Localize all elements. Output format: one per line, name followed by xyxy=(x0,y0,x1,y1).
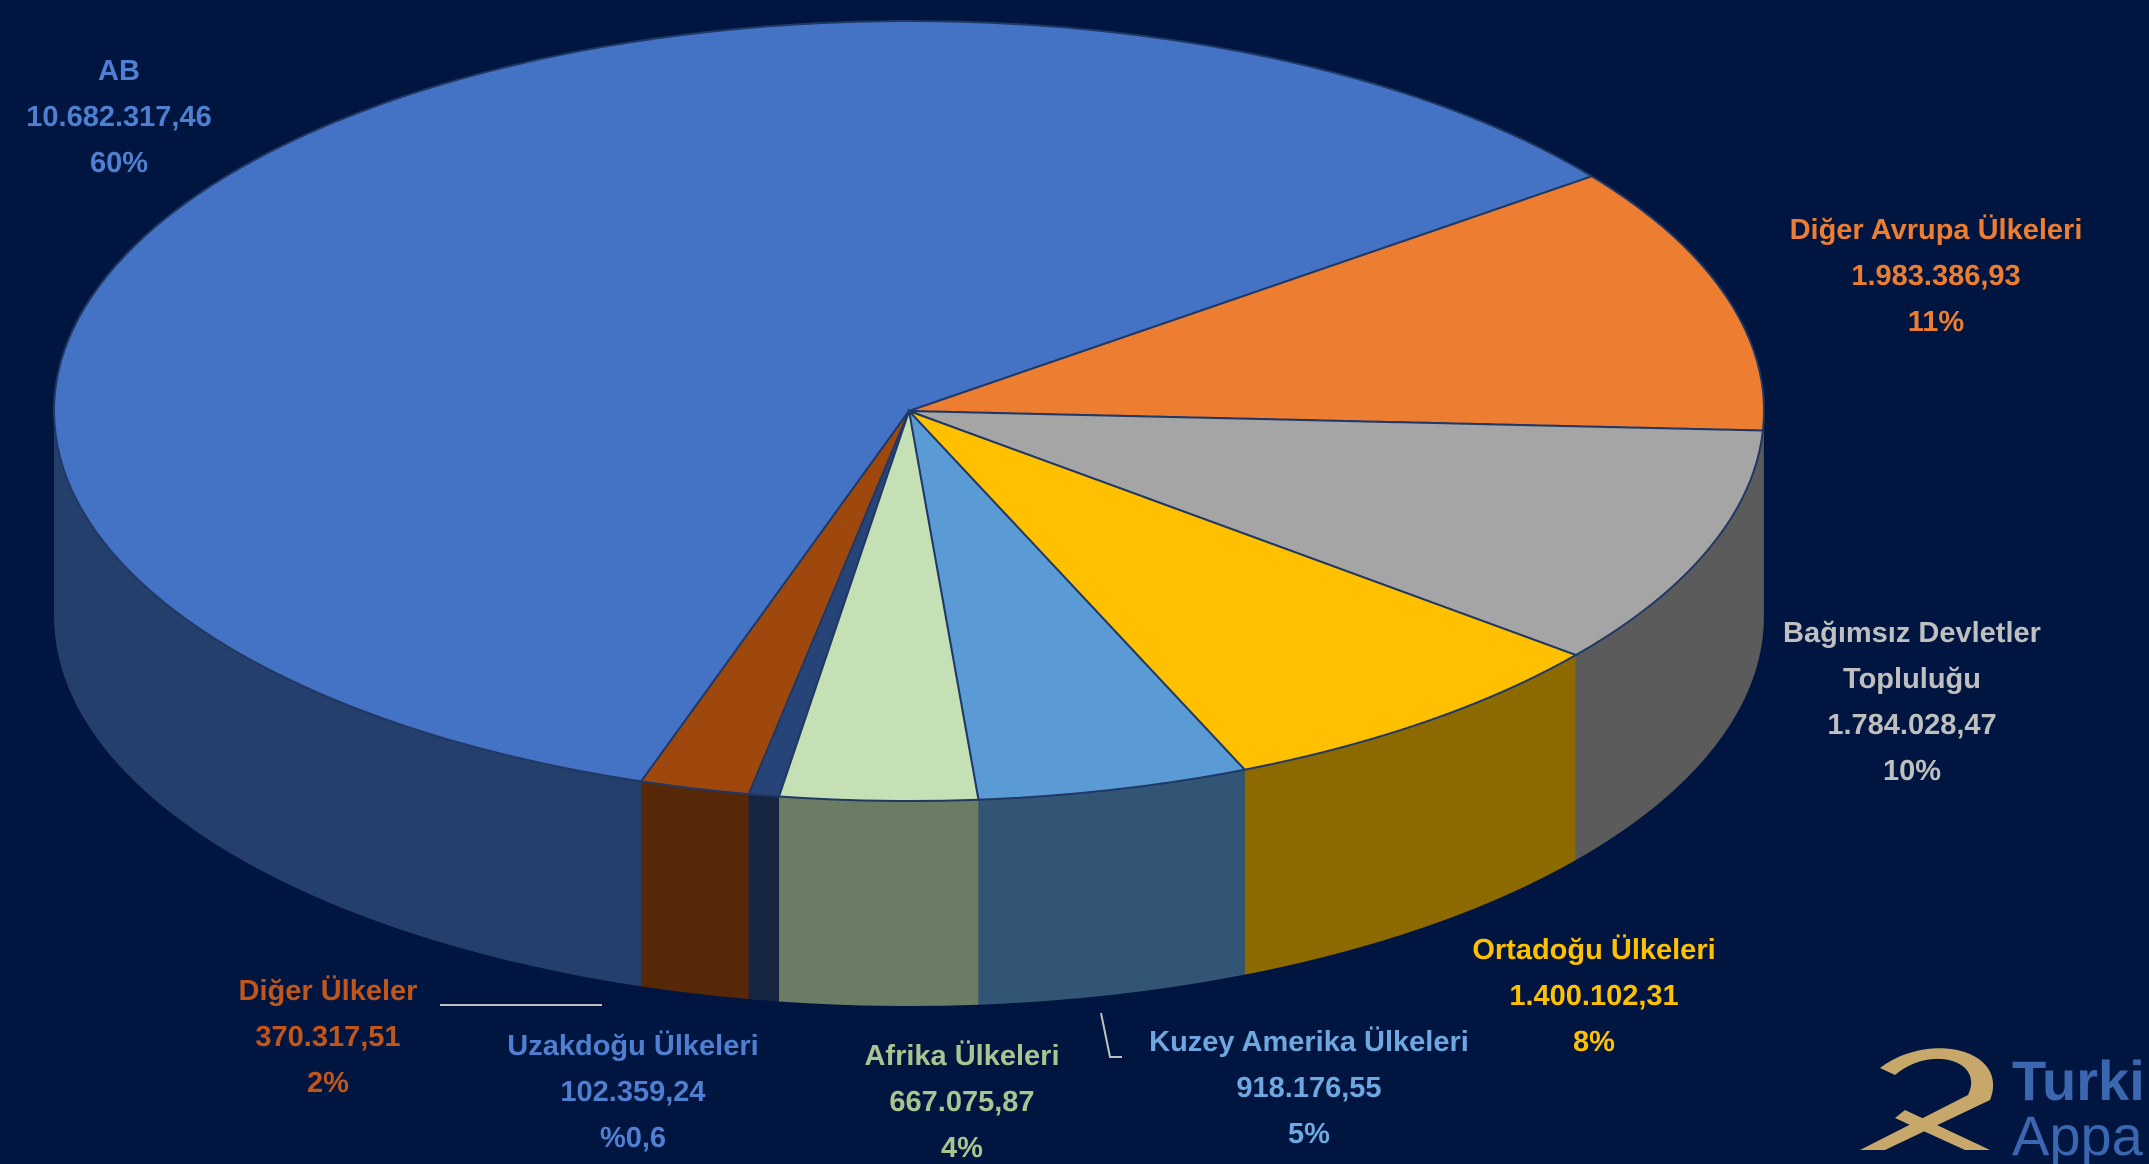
slice-percent: %0,6 xyxy=(599,1122,667,1154)
data-label: Diğer Avrupa Ülkeleri 1.983.386,93 11% xyxy=(1756,207,2116,345)
data-label: Afrika Ülkeleri 667.075,87 4% xyxy=(782,1033,1142,1164)
slice-side xyxy=(778,796,979,1006)
slice-name: Uzakdoğu Ülkeleri xyxy=(507,1030,759,1062)
slice-side xyxy=(1575,430,1763,861)
slice-percent: 8% xyxy=(1573,1026,1615,1058)
leader-line xyxy=(1100,1012,1122,1058)
slice-name: Ortadoğu Ülkeleri xyxy=(1472,934,1716,966)
slice-percent: 10% xyxy=(1882,755,1942,787)
slice-percent: 5% xyxy=(1288,1118,1330,1150)
data-label: Kuzey Amerika Ülkeleri 918.176,55 5% xyxy=(1129,1019,1489,1157)
slice-value: 102.359,24 xyxy=(560,1076,706,1108)
slice xyxy=(53,20,1595,783)
data-label: AB 10.682.317,46 60% xyxy=(0,48,299,186)
slice-name: Bağımsız Devletler Topluluğu xyxy=(1783,617,2041,695)
slice xyxy=(908,175,1765,432)
slice-name: Diğer Avrupa Ülkeleri xyxy=(1789,214,2083,246)
slice xyxy=(907,407,1247,801)
slice xyxy=(777,410,980,802)
data-label: Bağımsız Devletler Topluluğu 1.784.028,47… xyxy=(1752,610,2072,794)
slice-value: 667.075,87 xyxy=(889,1086,1035,1118)
slice-value: 370.317,51 xyxy=(255,1021,401,1053)
data-label: Diğer Ülkeler 370.317,51 2% xyxy=(148,968,508,1106)
slice-side xyxy=(641,781,749,1000)
slice-side xyxy=(54,411,642,987)
slice-value: 1.400.102,31 xyxy=(1509,980,1679,1012)
slice xyxy=(908,410,1579,771)
slice-percent: 60% xyxy=(89,147,149,179)
slice-value: 1.784.028,47 xyxy=(1827,709,1997,741)
slice-side xyxy=(1244,655,1576,975)
slice-name: Diğer Ülkeler xyxy=(238,975,418,1007)
slice-percent: 2% xyxy=(307,1067,349,1099)
slice-name: Afrika Ülkeleri xyxy=(864,1040,1060,1072)
slice-percent: 11% xyxy=(1907,306,1965,338)
slice xyxy=(639,410,910,796)
slice-value: 1.983.386,93 xyxy=(1851,260,2021,292)
logo-text: Appa xyxy=(2012,1104,2144,1164)
data-label: Uzakdoğu Ülkeleri 102.359,24 %0,6 xyxy=(453,1023,813,1161)
logo-icon xyxy=(1860,1048,1994,1150)
slice-name: Kuzey Amerika Ülkeleri xyxy=(1149,1026,1469,1058)
slice xyxy=(908,410,1765,657)
slice-side xyxy=(978,769,1245,1005)
slice-side xyxy=(748,794,779,1002)
slice-value: 918.176,55 xyxy=(1236,1072,1382,1104)
logo-icon xyxy=(1895,1110,1990,1150)
logo-text: Turki xyxy=(2012,1049,2145,1112)
slice-value: 10.682.317,46 xyxy=(26,101,212,133)
data-label: Ortadoğu Ülkeleri 1.400.102,31 8% xyxy=(1414,927,1774,1065)
slice-name: AB xyxy=(98,55,140,87)
slice-side xyxy=(1762,411,1764,636)
slice-percent: 4% xyxy=(941,1132,983,1164)
